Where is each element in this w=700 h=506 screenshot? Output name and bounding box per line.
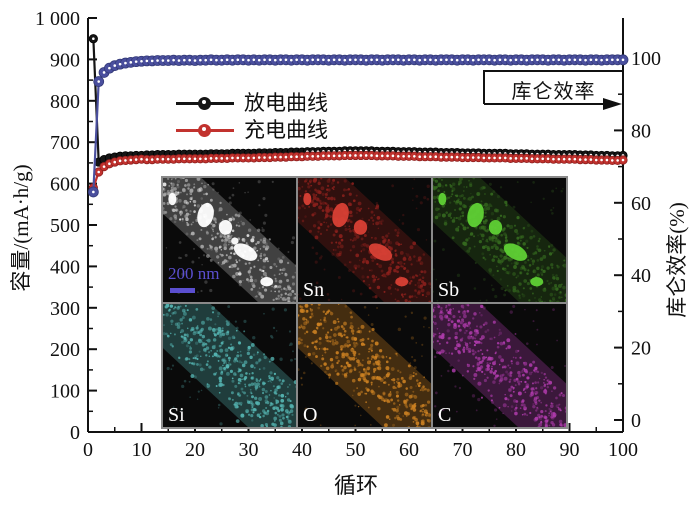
scalebar bbox=[170, 287, 195, 293]
svg-text:500: 500 bbox=[50, 215, 80, 237]
coulombic-efficiency-callout-label: 库仑效率 bbox=[511, 81, 596, 103]
svg-text:0: 0 bbox=[631, 410, 641, 432]
svg-text:200: 200 bbox=[50, 339, 80, 361]
svg-text:40: 40 bbox=[292, 439, 312, 461]
panel-label-o: O bbox=[303, 404, 318, 426]
legend-item-discharge: 放电曲线 bbox=[176, 90, 328, 117]
svg-text:600: 600 bbox=[50, 174, 80, 196]
svg-text:100: 100 bbox=[50, 381, 80, 403]
discharge-marker-icon bbox=[176, 90, 234, 117]
svg-text:0: 0 bbox=[70, 422, 80, 444]
eds-panel-o: O bbox=[298, 303, 431, 427]
svg-text:30: 30 bbox=[239, 439, 259, 461]
svg-text:90: 90 bbox=[560, 439, 580, 461]
eds-panel-c: C bbox=[433, 303, 566, 427]
svg-text:700: 700 bbox=[50, 132, 80, 154]
svg-text:60: 60 bbox=[631, 193, 651, 215]
svg-text:70: 70 bbox=[453, 439, 473, 461]
svg-text:1 000: 1 000 bbox=[35, 8, 80, 30]
panel-label-si: Si bbox=[168, 404, 185, 426]
svg-text:80: 80 bbox=[631, 120, 651, 142]
legend-label-discharge: 放电曲线 bbox=[244, 91, 328, 115]
panel-label-sb: Sb bbox=[438, 278, 460, 301]
y-axis-label-capacity: 容量/(mA·h/g) bbox=[9, 164, 33, 292]
svg-text:100: 100 bbox=[608, 439, 638, 461]
legend-item-charge: 充电曲线 bbox=[176, 117, 328, 144]
si-map-image bbox=[163, 303, 296, 427]
svg-text:10: 10 bbox=[132, 439, 152, 461]
o-map-image bbox=[298, 303, 431, 427]
legend-label-charge: 充电曲线 bbox=[244, 118, 328, 142]
svg-text:60: 60 bbox=[399, 439, 419, 461]
svg-text:900: 900 bbox=[50, 49, 80, 71]
coulombic-efficiency-callout: 库仑效率 bbox=[483, 70, 622, 104]
panel-label-c: C bbox=[438, 404, 452, 426]
svg-text:50: 50 bbox=[346, 439, 366, 461]
svg-text:300: 300 bbox=[50, 298, 80, 320]
eds-panel-sb: Sb bbox=[433, 178, 566, 302]
svg-text:20: 20 bbox=[631, 338, 651, 360]
svg-text:80: 80 bbox=[506, 439, 526, 461]
scalebar-label: 200 nm bbox=[168, 263, 220, 283]
eds-panel-sn: Sn bbox=[298, 178, 431, 302]
eds-panel-si: Si bbox=[163, 303, 296, 427]
tem-image bbox=[163, 178, 296, 302]
sn-map-image bbox=[298, 178, 431, 302]
svg-text:20: 20 bbox=[185, 439, 205, 461]
sb-map-image bbox=[433, 178, 566, 302]
c-map-image bbox=[433, 303, 566, 427]
chart-legend: 放电曲线 充电曲线 bbox=[176, 90, 328, 144]
svg-text:800: 800 bbox=[50, 91, 80, 113]
y-axis-label-coulombic-efficiency: 库仑效率(%) bbox=[665, 202, 689, 318]
eds-panel-tem: 200 nm bbox=[163, 178, 296, 302]
panel-label-sn: Sn bbox=[303, 278, 325, 301]
svg-text:400: 400 bbox=[50, 256, 80, 278]
svg-text:0: 0 bbox=[83, 439, 93, 461]
x-axis-label-cycle: 循环 bbox=[333, 473, 378, 498]
svg-text:100: 100 bbox=[631, 48, 661, 70]
eds-mapping-inset: 200 nm Sn Sb Si O C bbox=[161, 176, 568, 429]
svg-text:40: 40 bbox=[631, 265, 651, 287]
charge-marker-icon bbox=[176, 117, 234, 144]
